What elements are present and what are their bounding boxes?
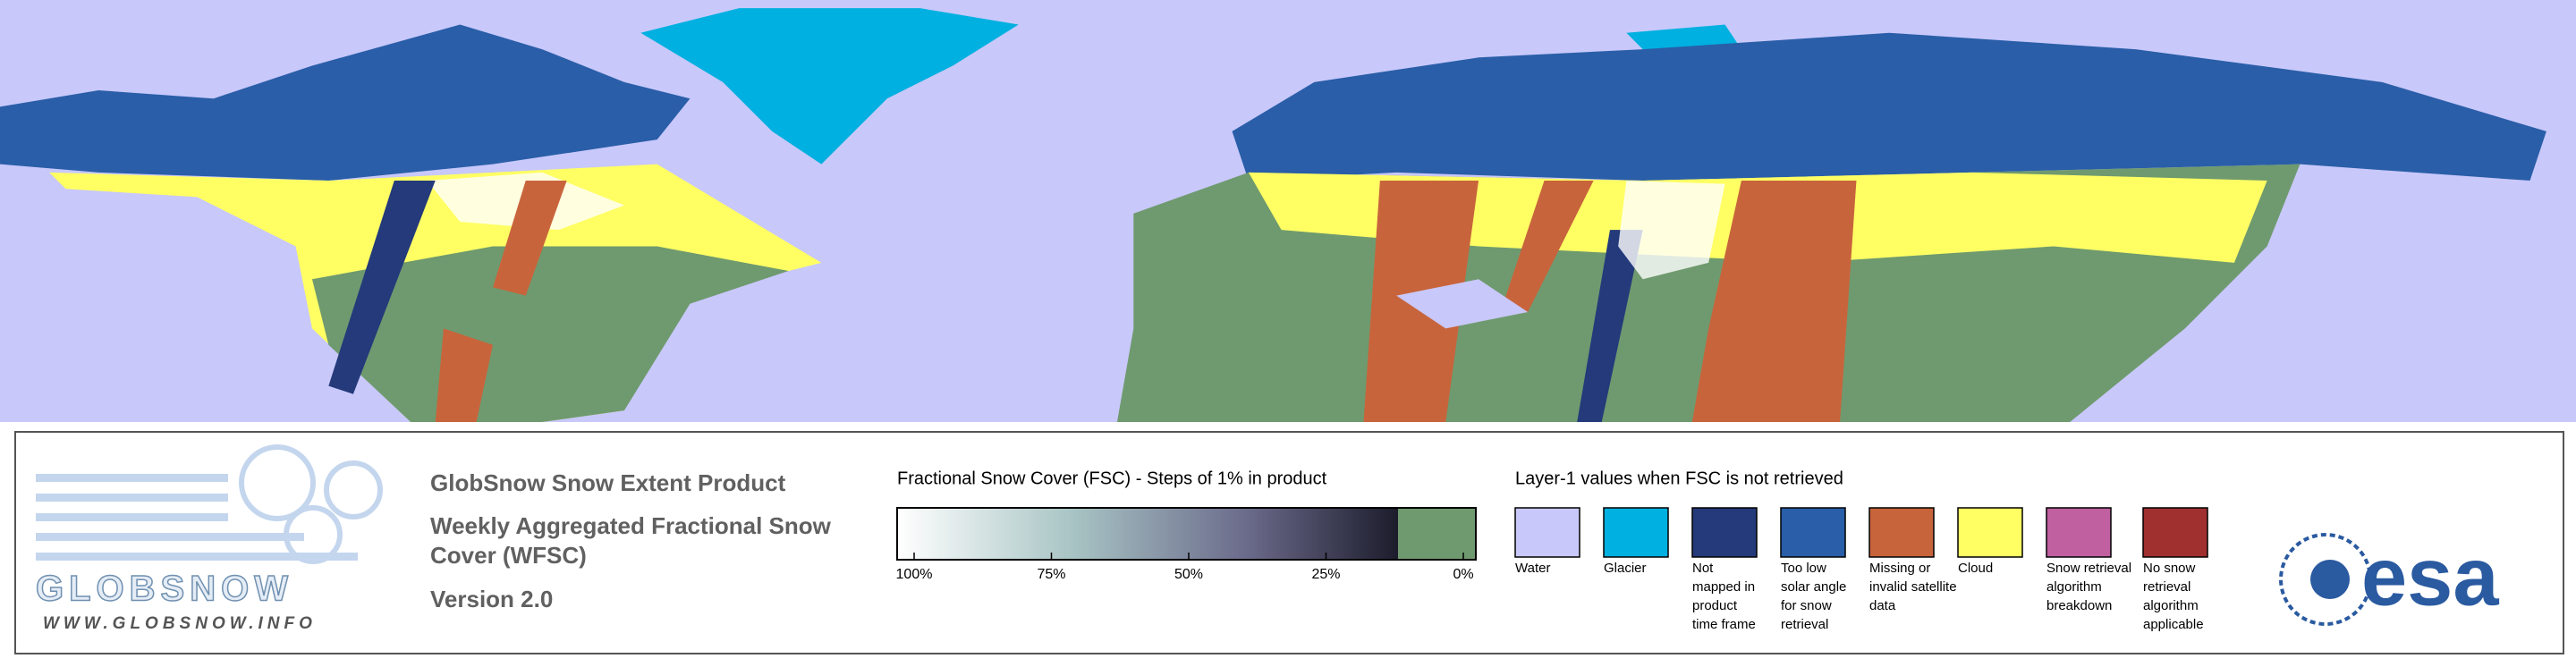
colorbar-tick-label: 25% xyxy=(1311,567,1340,582)
logo-url: WWW.GLOBSNOW.INFO xyxy=(43,614,317,633)
layer1-label: mapped in xyxy=(1692,579,1755,595)
layer1-label: data xyxy=(1869,598,1896,613)
layer1-swatch xyxy=(1957,507,2023,558)
colorbar-tick-label: 0% xyxy=(1453,567,1473,582)
layer1-label: solar angle xyxy=(1781,579,1846,595)
fsc-colorbar xyxy=(896,507,1477,561)
layer1-label: retrieval xyxy=(1781,617,1828,632)
layer1-swatch xyxy=(1780,507,1846,558)
colorbar-tick-label: 75% xyxy=(1037,567,1065,582)
layer1-label: product xyxy=(1692,598,1738,613)
layer1-label: Cloud xyxy=(1958,561,1993,576)
layer1-label: Glacier xyxy=(1604,561,1647,576)
layer1-swatch xyxy=(1868,507,1935,558)
layer1-label: No snow xyxy=(2143,561,2196,576)
product-title: GlobSnow Snow Extent Product xyxy=(430,469,786,496)
layer1-label: applicable xyxy=(2143,617,2204,632)
layer1-label: Missing or xyxy=(1869,561,1930,576)
layer1-label: Water xyxy=(1515,561,1550,576)
layer1-label: breakdown xyxy=(2046,598,2112,613)
layer1-swatch xyxy=(2046,507,2112,558)
esa-name: esa xyxy=(2361,531,2499,622)
layer1-label: Snow retrieval xyxy=(2046,561,2131,576)
layer1-title: Layer-1 values when FSC is not retrieved xyxy=(1515,469,1843,488)
globsnow-logo: GLOBSNOW WWW.GLOBSNOW.INFO xyxy=(35,444,383,633)
layer1-label: Too low xyxy=(1781,561,1826,576)
layer1-label: time frame xyxy=(1692,617,1756,632)
colorbar-tick-label: 50% xyxy=(1174,567,1203,582)
esa-logo: esa xyxy=(2279,531,2499,626)
layer1-label: retrieval xyxy=(2143,579,2190,595)
logo-name: GLOBSNOW xyxy=(36,570,293,609)
layer1-label: invalid satellite xyxy=(1869,579,1957,595)
product-subtitle: Weekly Aggregated Fractional Snow xyxy=(430,512,832,539)
snow-map xyxy=(0,0,2576,423)
layer1-label: for snow xyxy=(1781,598,1832,613)
colorbar-tick-label: 100% xyxy=(896,567,933,582)
layer1-swatch xyxy=(1603,507,1669,558)
layer1-label: algorithm xyxy=(2046,579,2102,595)
layer1-swatch xyxy=(1691,507,1758,558)
fsc-title: Fractional Snow Cover (FSC) - Steps of 1… xyxy=(897,469,1327,488)
product-version: Version 2.0 xyxy=(430,586,553,612)
layer1-swatch xyxy=(1514,507,1580,558)
product-subtitle: Cover (WFSC) xyxy=(430,542,587,569)
layer1-label: algorithm xyxy=(2143,598,2199,613)
layer1-swatch xyxy=(2142,507,2208,558)
layer1-label: Not xyxy=(1692,561,1714,576)
